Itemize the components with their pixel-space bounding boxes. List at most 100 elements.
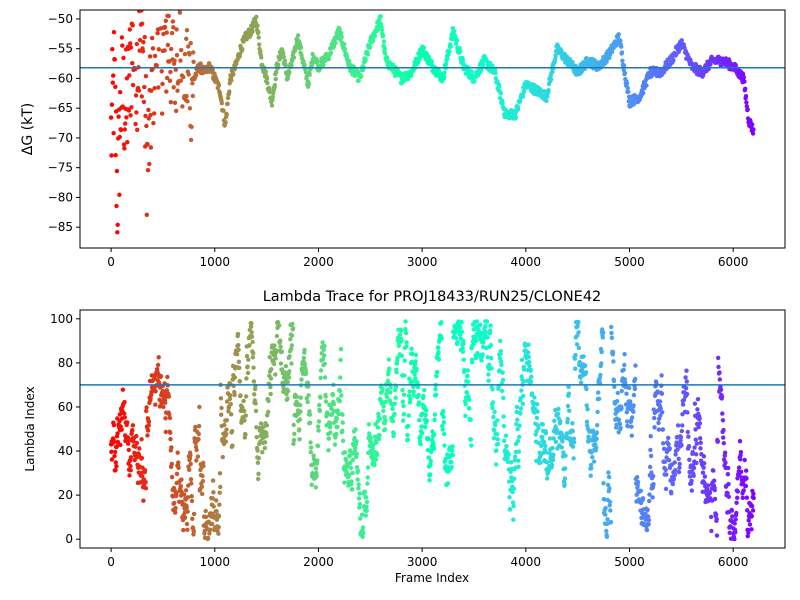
delta-g-point (273, 76, 278, 82)
lambda-point (401, 412, 406, 417)
lambda-point (675, 447, 680, 452)
lambda-point (550, 457, 556, 463)
delta-g-point (108, 115, 114, 120)
delta-g-point (409, 72, 414, 78)
delta-g-point (454, 38, 460, 43)
delta-g-point (365, 52, 370, 57)
delta-g-point (380, 33, 386, 38)
delta-g-point (521, 89, 527, 95)
delta-g-point (167, 78, 173, 84)
lambda-point (684, 368, 689, 373)
lambda-point (565, 417, 570, 422)
lambda-point (249, 321, 254, 326)
lambda-point (744, 468, 749, 473)
lambda-point (647, 498, 652, 504)
delta-g-point (111, 73, 116, 78)
lambda-point (339, 393, 344, 398)
lambda-point (470, 360, 475, 365)
lambda-point (648, 447, 653, 453)
lambda-point (481, 340, 486, 345)
delta-g-point (544, 98, 549, 104)
lambda-point (656, 420, 661, 426)
lambda-point (588, 473, 593, 478)
lambda-point (114, 464, 119, 469)
lambda-point (167, 412, 172, 417)
lambda-point (652, 425, 657, 430)
lambda-point (750, 508, 756, 513)
delta-g-point (162, 48, 167, 53)
delta-g-point (219, 101, 224, 106)
lambda-point (547, 436, 553, 441)
lambda-point (285, 388, 291, 394)
lambda-point (122, 415, 128, 420)
lambda-point (407, 400, 413, 405)
delta-g-point (744, 100, 749, 105)
lambda-point (146, 423, 151, 428)
lambda-point (422, 388, 427, 393)
lambda-point (562, 481, 567, 487)
lambda-point (619, 406, 624, 411)
lambda-point (744, 476, 749, 481)
lambda-point (466, 379, 471, 384)
lambda-point (225, 385, 230, 390)
lambda-point (335, 408, 340, 413)
lambda-point (517, 434, 522, 440)
lambda-point (115, 431, 120, 436)
lambda-point (495, 418, 500, 423)
delta-g-point (225, 95, 231, 101)
lambda-point (487, 362, 492, 367)
lambda-point (266, 409, 271, 415)
lambda-point (693, 427, 698, 432)
lambda-point (320, 357, 326, 362)
lambda-point (156, 355, 161, 360)
delta-g-point (500, 101, 505, 106)
lambda-point (353, 427, 358, 432)
lambda-point (363, 495, 369, 500)
y-tick-label: −65 (48, 101, 73, 115)
lambda-point (291, 441, 296, 446)
lambda-point (419, 431, 425, 436)
lambda-point (563, 466, 568, 471)
lambda-point (251, 379, 257, 384)
lambda-point (521, 393, 526, 399)
lambda-point (468, 417, 473, 422)
delta-g-point (614, 43, 619, 48)
delta-g-point (152, 111, 157, 116)
delta-g-point (116, 114, 121, 119)
lambda-point (578, 380, 584, 385)
lambda-point (633, 376, 638, 382)
lambda-point (725, 491, 730, 496)
x-tick-label: 2000 (303, 255, 334, 269)
lambda-point (334, 431, 339, 437)
delta-g-point (156, 47, 161, 52)
lambda-point (186, 483, 191, 488)
lambda-points (108, 319, 756, 542)
lambda-point (182, 492, 187, 497)
lambda-point (594, 436, 599, 441)
lambda-point (726, 494, 731, 499)
lambda-point (402, 373, 407, 378)
lambda-point (477, 330, 483, 335)
lambda-point (406, 413, 411, 418)
lambda-point (143, 479, 148, 485)
delta-g-point (121, 142, 127, 147)
delta-g-point (150, 46, 156, 51)
lambda-point (230, 443, 235, 448)
delta-g-point (124, 115, 129, 120)
lambda-chart-title: Lambda Trace for PROJ18433/RUN25/CLONE42 (263, 289, 602, 305)
lambda-point (514, 404, 520, 410)
lambda-point (428, 458, 433, 464)
lambda-point (315, 458, 320, 463)
lambda-point (638, 488, 643, 493)
lambda-point (572, 440, 577, 445)
lambda-point (139, 437, 144, 442)
delta-g-point (295, 33, 301, 38)
lambda-point (585, 407, 590, 412)
delta-g-point (616, 32, 621, 37)
delta-g-point (134, 41, 139, 47)
lambda-point (232, 392, 237, 398)
lambda-point (334, 416, 340, 421)
lambda-point (605, 521, 610, 526)
delta-g-point (231, 72, 236, 77)
lambda-point (199, 484, 205, 489)
